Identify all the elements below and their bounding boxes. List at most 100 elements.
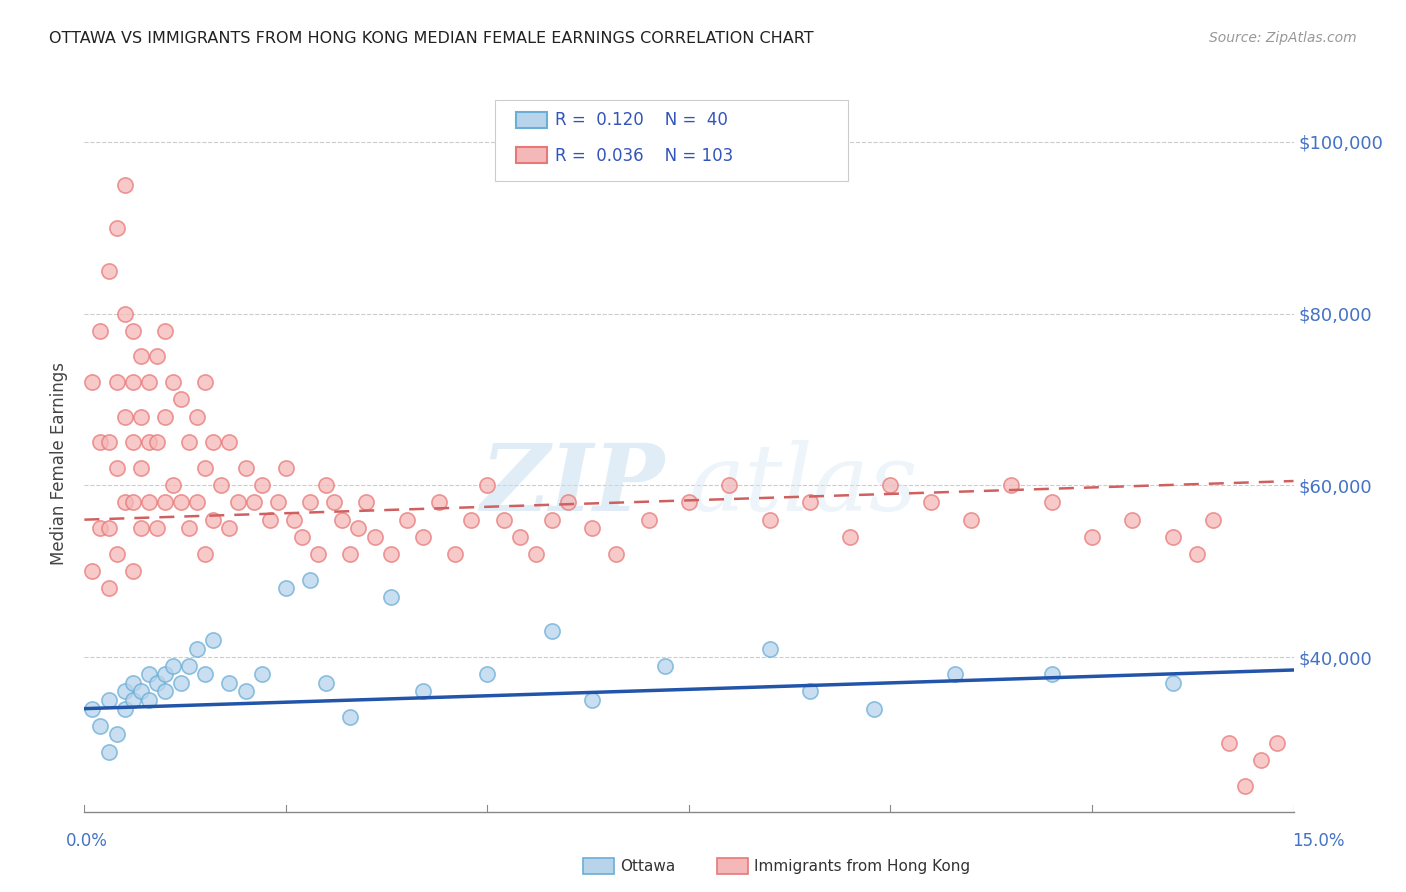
Point bbox=[235, 684, 257, 698]
Point bbox=[179, 658, 201, 673]
Point bbox=[114, 701, 136, 715]
Point bbox=[758, 513, 780, 527]
Point bbox=[105, 461, 128, 475]
Point bbox=[153, 684, 176, 698]
Point bbox=[202, 513, 225, 527]
Point bbox=[477, 478, 499, 492]
Point bbox=[1218, 736, 1240, 750]
Point bbox=[121, 693, 143, 707]
Point bbox=[427, 495, 450, 509]
Point bbox=[105, 376, 128, 390]
Text: Immigrants from Hong Kong: Immigrants from Hong Kong bbox=[754, 859, 970, 873]
Point bbox=[89, 521, 111, 535]
Point bbox=[121, 435, 143, 450]
Text: Ottawa: Ottawa bbox=[620, 859, 675, 873]
Point bbox=[218, 521, 240, 535]
Text: R =  0.120    N =  40: R = 0.120 N = 40 bbox=[555, 112, 728, 129]
Point bbox=[121, 564, 143, 578]
Point bbox=[146, 676, 169, 690]
Point bbox=[121, 376, 143, 390]
Point bbox=[444, 547, 467, 561]
Point bbox=[799, 495, 821, 509]
Point bbox=[315, 676, 337, 690]
Point bbox=[138, 495, 160, 509]
Point bbox=[1161, 676, 1184, 690]
Point bbox=[129, 461, 152, 475]
Point bbox=[1202, 513, 1225, 527]
Point bbox=[250, 478, 273, 492]
Point bbox=[541, 513, 564, 527]
Point bbox=[226, 495, 249, 509]
Point bbox=[1267, 736, 1289, 750]
Point bbox=[637, 513, 659, 527]
Point bbox=[129, 684, 152, 698]
Point bbox=[330, 513, 353, 527]
Point bbox=[138, 693, 160, 707]
Point bbox=[380, 547, 402, 561]
Point bbox=[1250, 753, 1272, 767]
Point bbox=[218, 676, 240, 690]
Point bbox=[97, 582, 120, 596]
Point bbox=[114, 178, 136, 192]
Point bbox=[82, 701, 104, 715]
Point bbox=[105, 220, 128, 235]
Point bbox=[943, 667, 966, 681]
Point bbox=[121, 676, 143, 690]
Point bbox=[162, 658, 184, 673]
Point bbox=[412, 530, 434, 544]
Point bbox=[194, 461, 217, 475]
Point bbox=[202, 435, 225, 450]
Point bbox=[89, 435, 111, 450]
Point bbox=[509, 530, 531, 544]
Point bbox=[274, 461, 297, 475]
Point bbox=[97, 263, 120, 277]
Point bbox=[1185, 547, 1208, 561]
Point bbox=[678, 495, 700, 509]
Point bbox=[114, 306, 136, 320]
Point bbox=[758, 641, 780, 656]
Point bbox=[146, 521, 169, 535]
Point bbox=[186, 641, 208, 656]
Text: atlas: atlas bbox=[689, 440, 918, 530]
Point bbox=[718, 478, 741, 492]
Point bbox=[920, 495, 942, 509]
Point bbox=[186, 495, 208, 509]
Point bbox=[114, 495, 136, 509]
Point bbox=[114, 684, 136, 698]
Point bbox=[194, 667, 217, 681]
Point bbox=[153, 409, 176, 424]
Text: Source: ZipAtlas.com: Source: ZipAtlas.com bbox=[1209, 31, 1357, 45]
Point bbox=[194, 376, 217, 390]
Point bbox=[170, 495, 193, 509]
Point bbox=[581, 693, 603, 707]
Point bbox=[146, 435, 169, 450]
Point bbox=[283, 513, 305, 527]
Point bbox=[218, 435, 240, 450]
Point bbox=[209, 478, 232, 492]
Point bbox=[89, 719, 111, 733]
Point bbox=[121, 324, 143, 338]
Point bbox=[162, 478, 184, 492]
Point bbox=[863, 701, 886, 715]
Point bbox=[235, 461, 257, 475]
Point bbox=[242, 495, 264, 509]
Point bbox=[138, 435, 160, 450]
Text: 15.0%: 15.0% bbox=[1292, 831, 1346, 849]
Point bbox=[121, 495, 143, 509]
Point bbox=[581, 521, 603, 535]
Point bbox=[259, 513, 281, 527]
Point bbox=[1161, 530, 1184, 544]
Point bbox=[153, 324, 176, 338]
Point bbox=[186, 409, 208, 424]
Point bbox=[1234, 779, 1257, 793]
Point bbox=[138, 376, 160, 390]
Point bbox=[492, 513, 515, 527]
Point bbox=[129, 409, 152, 424]
Point bbox=[356, 495, 378, 509]
Point bbox=[380, 590, 402, 604]
Point bbox=[97, 521, 120, 535]
Point bbox=[105, 727, 128, 741]
Point bbox=[299, 495, 322, 509]
Point bbox=[97, 745, 120, 759]
Point bbox=[1121, 513, 1143, 527]
